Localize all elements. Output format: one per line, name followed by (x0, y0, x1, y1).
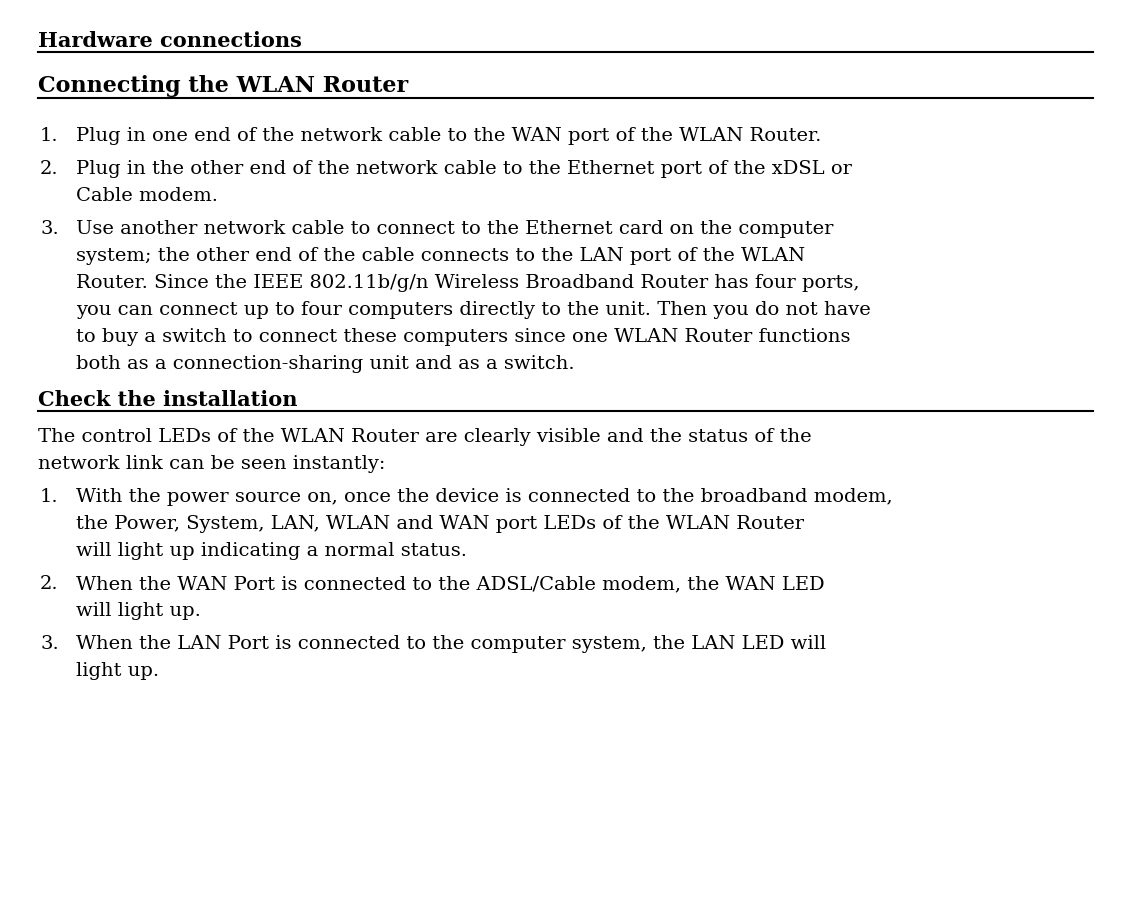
Text: Hardware connections: Hardware connections (38, 31, 302, 51)
Text: When the WAN Port is connected to the ADSL/Cable modem, the WAN LED: When the WAN Port is connected to the AD… (76, 575, 824, 593)
Text: 2.: 2. (40, 575, 59, 593)
Text: With the power source on, once the device is connected to the broadband modem,: With the power source on, once the devic… (76, 488, 892, 506)
Text: 2.: 2. (40, 160, 59, 178)
Text: Check the installation: Check the installation (38, 390, 297, 410)
Text: network link can be seen instantly:: network link can be seen instantly: (38, 455, 386, 473)
Text: 3.: 3. (40, 220, 59, 238)
Text: you can connect up to four computers directly to the unit. Then you do not have: you can connect up to four computers dir… (76, 301, 871, 319)
Text: Connecting the WLAN Router: Connecting the WLAN Router (38, 75, 408, 97)
Text: 1.: 1. (40, 127, 59, 145)
Text: will light up.: will light up. (76, 602, 201, 620)
Text: The control LEDs of the WLAN Router are clearly visible and the status of the: The control LEDs of the WLAN Router are … (38, 428, 812, 446)
Text: 3.: 3. (40, 635, 59, 653)
Text: system; the other end of the cable connects to the LAN port of the WLAN: system; the other end of the cable conne… (76, 247, 805, 265)
Text: Plug in the other end of the network cable to the Ethernet port of the xDSL or: Plug in the other end of the network cab… (76, 160, 852, 178)
Text: both as a connection-sharing unit and as a switch.: both as a connection-sharing unit and as… (76, 355, 575, 373)
Text: 1.: 1. (40, 488, 59, 506)
Text: Plug in one end of the network cable to the WAN port of the WLAN Router.: Plug in one end of the network cable to … (76, 127, 821, 145)
Text: Use another network cable to connect to the Ethernet card on the computer: Use another network cable to connect to … (76, 220, 834, 238)
Text: will light up indicating a normal status.: will light up indicating a normal status… (76, 542, 467, 560)
Text: the Power, System, LAN, WLAN and WAN port LEDs of the WLAN Router: the Power, System, LAN, WLAN and WAN por… (76, 515, 804, 533)
Text: Cable modem.: Cable modem. (76, 187, 218, 205)
Text: Router. Since the IEEE 802.11b/g/n Wireless Broadband Router has four ports,: Router. Since the IEEE 802.11b/g/n Wirel… (76, 274, 860, 292)
Text: When the LAN Port is connected to the computer system, the LAN LED will: When the LAN Port is connected to the co… (76, 635, 826, 653)
Text: to buy a switch to connect these computers since one WLAN Router functions: to buy a switch to connect these compute… (76, 328, 851, 346)
Text: light up.: light up. (76, 662, 159, 680)
